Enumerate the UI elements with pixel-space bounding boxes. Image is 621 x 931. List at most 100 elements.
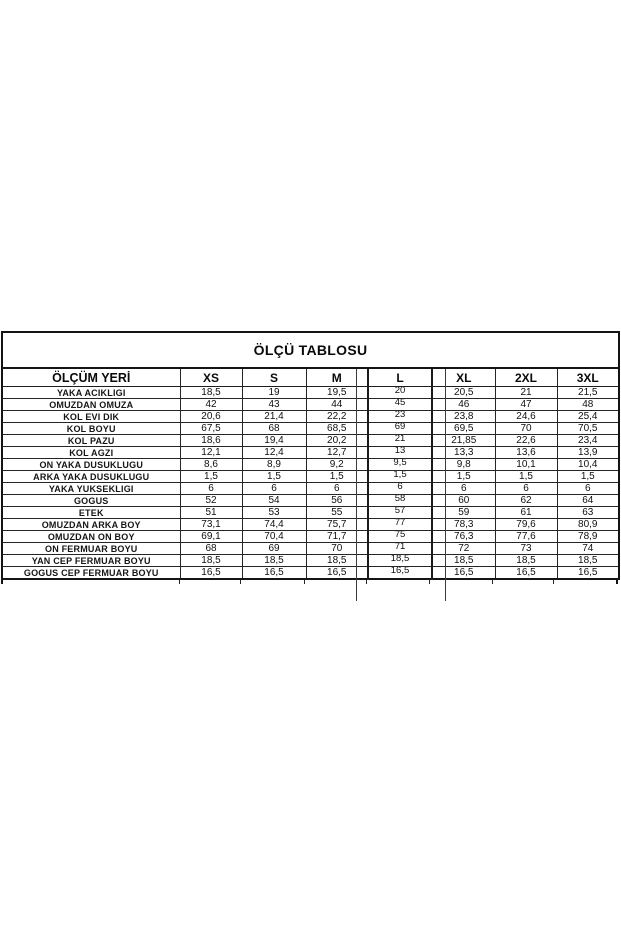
size-value: 73 [494,542,558,555]
size-value: 63 [556,506,620,519]
size-value: 18,5 [179,554,243,567]
table-row: GOGUS 52 54 56 58 60 62 64 [1,494,620,507]
measure-label: YAKA YUKSEKLIGI [1,482,181,495]
table-row: KOL PAZU 18,6 19,4 20,2 21 21,85 22,6 23,4 [1,434,620,447]
size-value: 55 [305,506,369,519]
size-value: 53 [241,506,307,519]
measure-label: ETEK [1,506,181,519]
size-value: 8,9 [241,458,307,471]
stub-cell-line [305,580,367,584]
stub-cell-line [241,580,306,584]
size-value: 16,5 [179,566,243,580]
size-value: 13,3 [431,446,496,459]
size-value: 71,7 [305,530,369,543]
size-value: 47 [494,398,558,411]
size-value: 8,6 [179,458,243,471]
size-value: 23,4 [556,434,620,447]
size-value: 12,1 [179,446,243,459]
table-row: ETEK 51 53 55 57 59 61 63 [1,506,620,519]
size-value: 1,5 [556,470,620,483]
measure-label: KOL BOYU [1,422,181,435]
size-value: 18,5 [367,554,433,567]
size-value: 1,5 [305,470,369,483]
size-value: 18,5 [556,554,620,567]
table-title: ÖLÇÜ TABLOSU [1,331,620,369]
table-row: ON YAKA DUSUKLUGU 8,6 8,9 9,2 9,5 9,8 10,1 10,4 [1,458,620,471]
size-value: 16,5 [556,566,620,580]
size-value: 20,6 [179,410,243,423]
measure-label: ON YAKA DUSUKLUGU [1,458,181,471]
size-value: 44 [305,398,369,411]
stub-cell-line [367,580,431,584]
size-value: 19,5 [305,386,369,399]
size-value: 68 [241,422,307,435]
table-row: YAKA ACIKLIGI 18,5 19 19,5 20 20,5 21 21,5 [1,386,620,399]
table-row: KOL BOYU 67,5 68 68,5 69 69,5 70 70,5 [1,422,620,435]
size-value: 20,2 [305,434,369,447]
size-value: 70 [305,542,369,555]
size-value: 6 [494,482,558,495]
size-value: 13,9 [556,446,620,459]
size-value: 10,4 [556,458,620,471]
size-value: 1,5 [494,470,558,483]
size-value: 21 [494,386,558,399]
measure-label: KOL EVI DIK [1,410,181,423]
measure-label: ON FERMUAR BOYU [1,542,181,555]
size-value: 9,5 [367,458,433,471]
size-value: 1,5 [431,470,496,483]
table-row: KOL AGZI 12,1 12,4 12,7 13 13,3 13,6 13,9 [1,446,620,459]
size-value: 1,5 [367,470,433,483]
size-value: 6 [241,482,307,495]
size-value: 70,4 [241,530,307,543]
size-value: 6 [556,482,620,495]
size-value: 72 [431,542,496,555]
measure-label: ARKA YAKA DUSUKLUGU [1,470,181,483]
size-value: 69,1 [179,530,243,543]
measure-label: OMUZDAN OMUZA [1,398,181,411]
size-value: 23,8 [431,410,496,423]
table-row: OMUZDAN ARKA BOY 73,1 74,4 75,7 77 78,3 79,6 80… [1,518,620,531]
table-row: ON FERMUAR BOYU 68 69 70 71 72 73 74 [1,542,620,555]
measure-label: YAKA ACIKLIGI [1,386,181,399]
size-value: 80,9 [556,518,620,531]
size-value: 16,5 [494,566,558,580]
size-chart-table: ÖLÇÜ TABLOSU ÖLÇÜM YERİ XS S M L XL 2XL 3XL YA… [1,331,621,580]
title-row: ÖLÇÜ TABLOSU [1,331,620,369]
size-value: 75,7 [305,518,369,531]
size-value: 68,5 [305,422,369,435]
size-value: 18,5 [431,554,496,567]
stub-cell-line [3,580,180,584]
size-value: 16,5 [367,566,433,580]
measure-label: KOL AGZI [1,446,181,459]
size-value: 77 [367,518,433,531]
column-header-size-xl: XL [431,367,496,387]
table-row: ARKA YAKA DUSUKLUGU 1,5 1,5 1,5 1,5 1,5 1,5 1,5 [1,470,620,483]
stub-cell-line [180,580,242,584]
size-value: 75 [367,530,433,543]
size-value: 79,6 [494,518,558,531]
measure-table-body: YAKA ACIKLIGI 18,5 19 19,5 20 20,5 21 21,5 OMUZD… [1,386,620,580]
table-row: OMUZDAN OMUZA 42 43 44 45 46 47 48 [1,398,620,411]
size-value: 13,6 [494,446,558,459]
size-value: 48 [556,398,620,411]
size-value: 18,5 [305,554,369,567]
size-value: 22,6 [494,434,558,447]
size-value: 43 [241,398,307,411]
size-value: 6 [367,482,433,495]
size-value: 42 [179,398,243,411]
stub-cell-line [493,580,555,584]
column-header-size-m: M [305,367,369,387]
size-value: 78,9 [556,530,620,543]
size-value: 69 [367,422,433,435]
size-value: 71 [367,542,433,555]
size-value: 18,5 [241,554,307,567]
size-value: 76,3 [431,530,496,543]
column-header-size-3xl: 3XL [556,367,620,387]
size-value: 60 [431,494,496,507]
measure-label: GOGUS [1,494,181,507]
size-value: 54 [241,494,307,507]
size-value: 21,85 [431,434,496,447]
column-header-size-s: S [241,367,307,387]
size-value: 23 [367,410,433,423]
size-value: 1,5 [241,470,307,483]
